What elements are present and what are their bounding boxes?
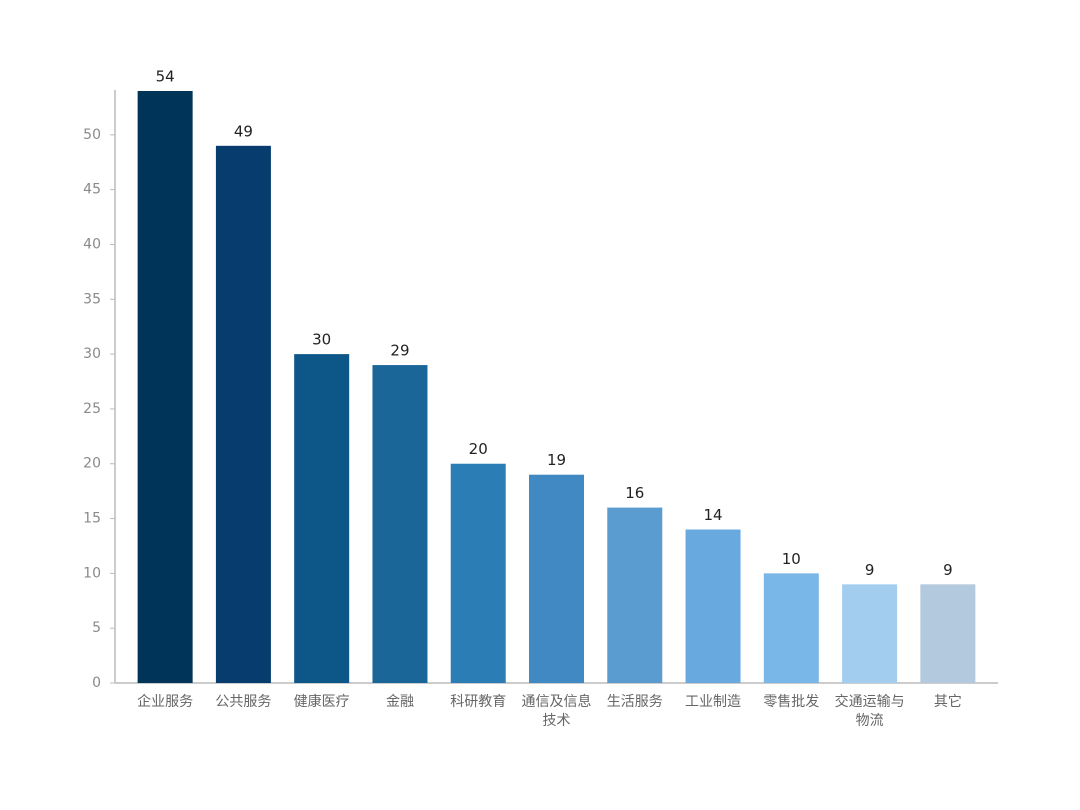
x-tick-label: 科研教育 bbox=[450, 694, 506, 710]
bar bbox=[842, 584, 898, 683]
value-label: 19 bbox=[547, 451, 566, 469]
value-label: 9 bbox=[943, 561, 953, 579]
x-tick-label: 通信及信息技术 bbox=[522, 693, 592, 729]
value-label: 20 bbox=[469, 440, 488, 458]
bar bbox=[137, 91, 193, 683]
value-label: 16 bbox=[625, 484, 644, 502]
bar bbox=[294, 354, 350, 683]
value-label: 9 bbox=[865, 561, 875, 579]
y-tick-label: 10 bbox=[83, 565, 101, 581]
x-tick-label: 企业服务 bbox=[137, 693, 193, 710]
value-label: 30 bbox=[312, 331, 331, 349]
x-tick-label: 零售批发 bbox=[763, 694, 819, 710]
value-label: 54 bbox=[156, 68, 175, 86]
x-tick-label: 其它 bbox=[934, 693, 962, 710]
y-tick-label: 20 bbox=[83, 456, 101, 472]
bar bbox=[685, 529, 741, 683]
bar bbox=[450, 463, 506, 683]
y-tick-label: 15 bbox=[83, 511, 101, 527]
x-tick-label: 健康医疗 bbox=[294, 693, 350, 710]
y-tick-label: 30 bbox=[83, 346, 101, 362]
y-tick-label: 40 bbox=[83, 236, 101, 252]
value-label: 29 bbox=[390, 342, 409, 360]
bar bbox=[920, 584, 976, 683]
y-tick-label: 25 bbox=[83, 401, 101, 417]
y-tick-label: 35 bbox=[83, 291, 101, 307]
x-tick-label: 工业制造 bbox=[685, 694, 741, 710]
bar bbox=[215, 145, 271, 683]
bar bbox=[763, 573, 819, 683]
x-tick-label: 金融 bbox=[386, 694, 414, 710]
value-label: 10 bbox=[782, 550, 801, 568]
value-label: 49 bbox=[234, 122, 253, 140]
x-tick-label: 交通运输与物流 bbox=[835, 693, 905, 729]
value-label: 14 bbox=[703, 506, 722, 524]
y-tick-label: 50 bbox=[83, 127, 101, 143]
bar bbox=[529, 474, 584, 683]
bar bbox=[372, 365, 428, 683]
y-tick-label: 45 bbox=[83, 182, 101, 198]
bar bbox=[607, 507, 663, 683]
y-tick-label: 5 bbox=[92, 620, 101, 636]
x-tick-label: 公共服务 bbox=[215, 694, 271, 710]
x-tick-label: 生活服务 bbox=[607, 694, 663, 710]
y-tick-label: 0 bbox=[92, 675, 101, 691]
